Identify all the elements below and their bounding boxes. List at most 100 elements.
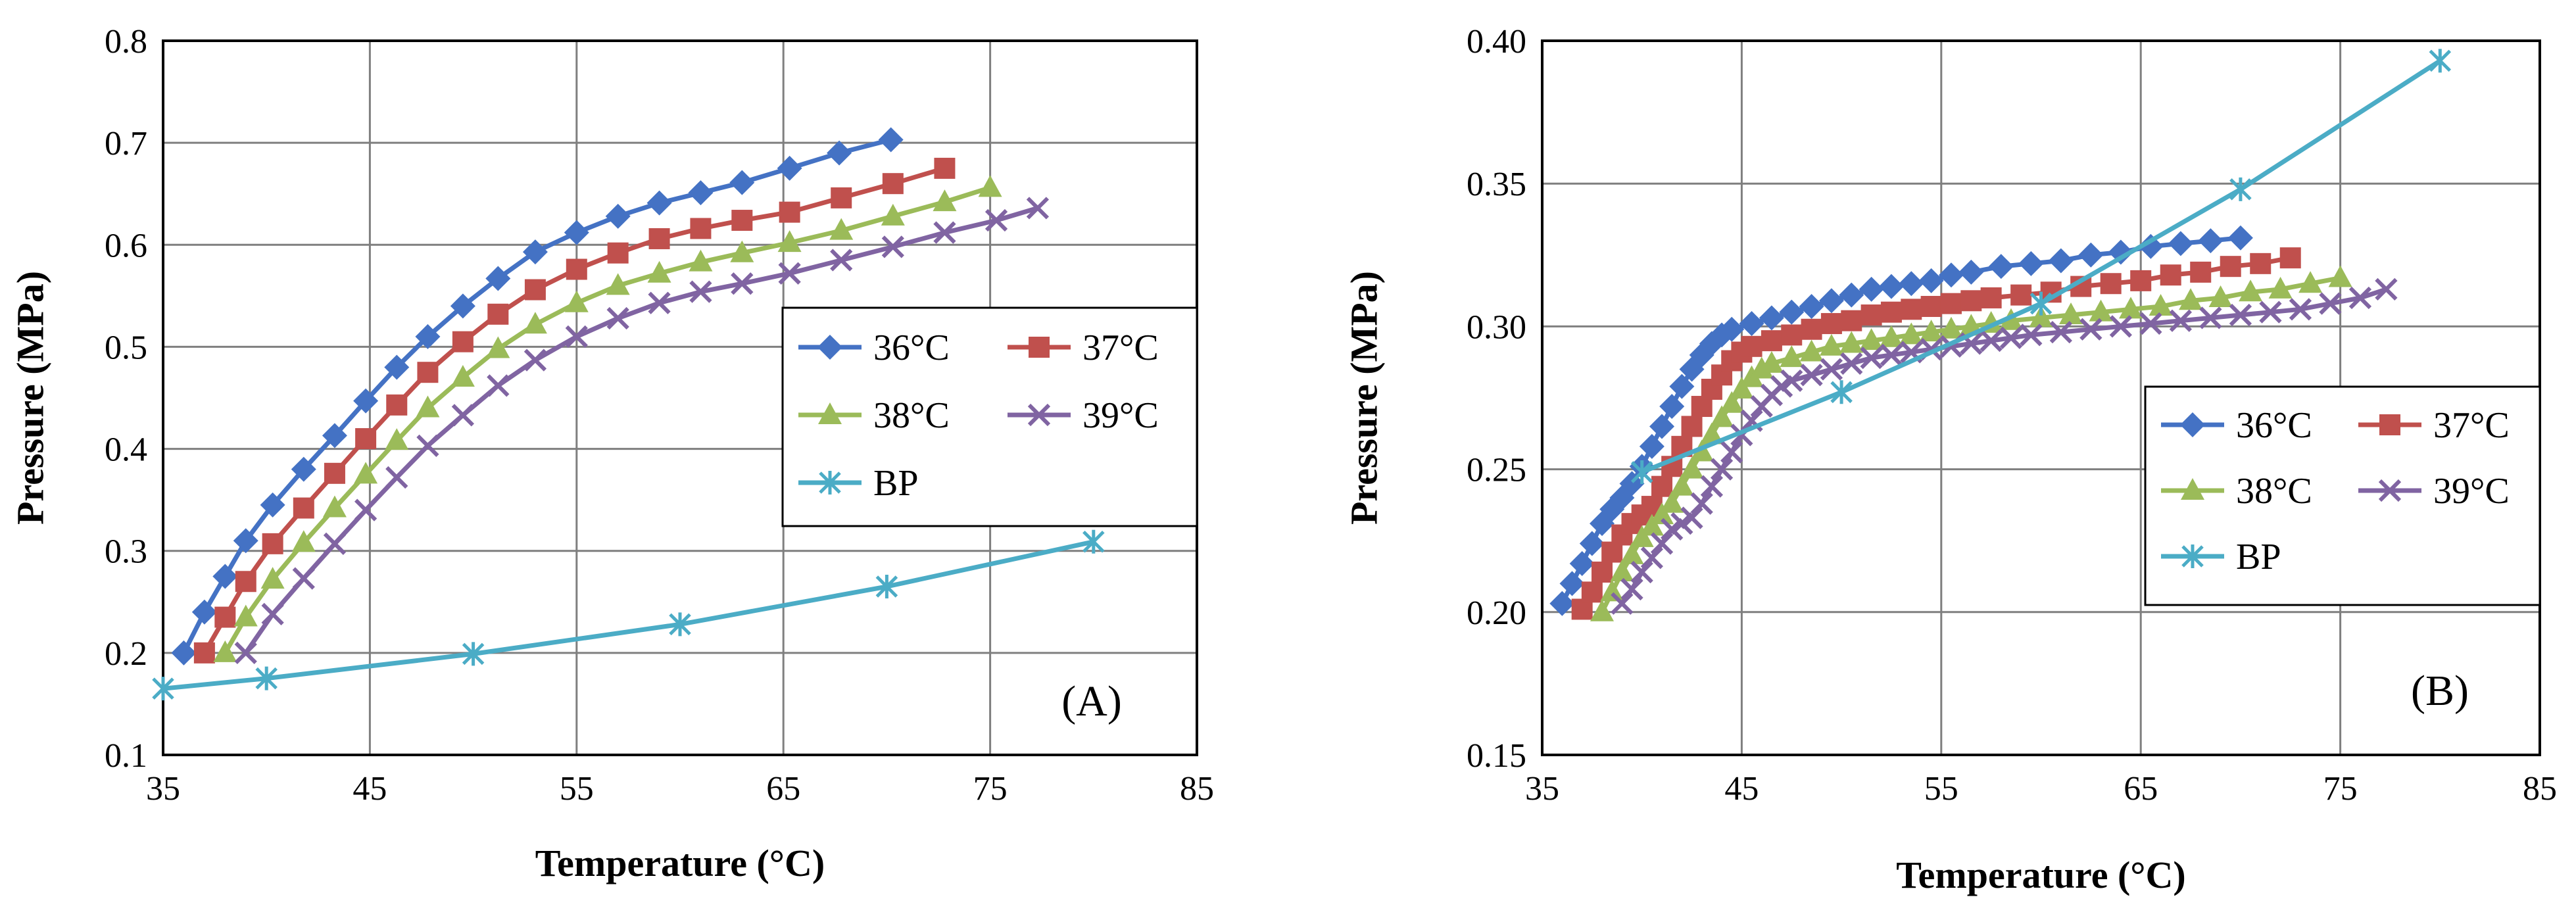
data-point bbox=[255, 666, 278, 690]
data-point bbox=[1859, 328, 1883, 350]
data-point bbox=[260, 567, 285, 589]
data-point bbox=[1880, 343, 1903, 366]
data-point bbox=[293, 497, 314, 519]
data-point bbox=[213, 640, 237, 662]
data-point bbox=[984, 208, 1008, 232]
data-point bbox=[1839, 331, 1864, 353]
data-point bbox=[1600, 579, 1624, 602]
data-point bbox=[564, 220, 589, 245]
data-point bbox=[1681, 416, 1703, 437]
series-36c bbox=[171, 127, 904, 665]
data-point bbox=[1719, 316, 1745, 342]
data-point bbox=[354, 462, 378, 484]
data-point bbox=[2119, 297, 2143, 319]
chart-panel-b: 35 45 55 65 75 85 0.15 0.20 0.25 0.30 0.35 0.40 Temp… bbox=[1342, 23, 2557, 896]
legend-marker bbox=[1027, 403, 1051, 427]
data-point bbox=[486, 336, 510, 358]
data-point bbox=[1710, 458, 1734, 481]
legend-marker bbox=[2181, 478, 2204, 500]
data-point bbox=[1700, 475, 1724, 498]
y-axis-title: Pressure (MPa) bbox=[1342, 271, 1385, 525]
y-tick-label: 0.30 bbox=[1467, 308, 1526, 346]
data-point bbox=[450, 293, 475, 319]
data-point bbox=[2089, 299, 2113, 322]
data-point bbox=[1650, 532, 1674, 555]
data-point bbox=[1761, 330, 1782, 352]
data-point bbox=[2268, 276, 2293, 299]
data-point bbox=[191, 599, 217, 625]
data-point bbox=[1839, 282, 1864, 308]
data-point bbox=[1659, 394, 1685, 420]
data-point bbox=[2010, 284, 2032, 306]
data-point bbox=[450, 364, 475, 387]
data-point bbox=[1690, 492, 1713, 515]
data-point bbox=[2139, 312, 2162, 335]
data-point bbox=[2100, 273, 2122, 295]
data-point bbox=[881, 203, 905, 226]
x-axis-title: Temperature (°C) bbox=[1896, 854, 2185, 896]
data-point bbox=[1918, 268, 1944, 293]
data-point bbox=[234, 641, 257, 664]
y-axis-title: Pressure (MPa) bbox=[9, 271, 51, 525]
data-point bbox=[2429, 49, 2452, 73]
x-tick-label: 55 bbox=[560, 770, 594, 808]
data-point bbox=[2020, 324, 2043, 347]
data-point bbox=[1878, 274, 1904, 299]
legend-item-bp: BP bbox=[2161, 537, 2281, 577]
data-point bbox=[1919, 320, 1943, 342]
x-tick-label: 75 bbox=[973, 770, 1008, 808]
data-point bbox=[1592, 561, 1613, 583]
data-point bbox=[731, 272, 754, 295]
data-point bbox=[385, 466, 408, 489]
chart-panel-a: 35 45 55 65 75 85 0.1 0.2 0.3 0.4 0.5 0.6 0.7 0.8 Temp… bbox=[9, 23, 1214, 884]
data-point bbox=[1741, 335, 1762, 357]
data-point bbox=[2319, 292, 2342, 315]
data-point bbox=[2149, 293, 2173, 316]
data-point bbox=[214, 606, 236, 628]
y-tick-label: 0.35 bbox=[1467, 166, 1526, 203]
data-point bbox=[2220, 256, 2241, 278]
data-point bbox=[777, 155, 802, 181]
data-point bbox=[933, 221, 956, 244]
legend-item-39c: 39°C bbox=[2358, 471, 2510, 512]
data-point bbox=[1780, 369, 1803, 393]
data-point bbox=[2298, 271, 2323, 293]
data-point bbox=[669, 612, 691, 637]
data-point bbox=[262, 533, 283, 554]
y-tick-label: 0.8 bbox=[105, 23, 147, 60]
data-point bbox=[1549, 591, 1575, 616]
legend-marker bbox=[2180, 412, 2205, 437]
data-point bbox=[1680, 456, 1704, 479]
data-point bbox=[1581, 581, 1603, 603]
y-tick-label: 0.2 bbox=[105, 635, 147, 673]
data-point bbox=[1880, 301, 1902, 323]
data-point bbox=[1630, 560, 1653, 584]
data-point bbox=[417, 362, 439, 383]
data-point bbox=[1899, 271, 1924, 297]
legend-item-39c: 39°C bbox=[1008, 395, 1159, 436]
data-point bbox=[831, 187, 852, 208]
data-point bbox=[485, 266, 511, 291]
data-point bbox=[171, 640, 197, 665]
series-37c bbox=[193, 157, 956, 664]
data-point bbox=[2239, 279, 2263, 302]
data-point bbox=[1781, 324, 1803, 346]
y-tick-label: 0.1 bbox=[105, 737, 147, 775]
legend-label: BP bbox=[873, 463, 919, 504]
legend-label: 38°C bbox=[873, 395, 950, 436]
data-point bbox=[881, 235, 904, 258]
legend-label: 37°C bbox=[2433, 405, 2510, 446]
data-point bbox=[2138, 233, 2164, 259]
y-tick-label: 0.5 bbox=[105, 329, 147, 366]
series-39c bbox=[234, 197, 1050, 664]
data-point bbox=[385, 428, 409, 450]
series-bp bbox=[1630, 49, 2452, 484]
data-point bbox=[1800, 364, 1823, 387]
data-point bbox=[487, 374, 510, 397]
legend-marker bbox=[1029, 337, 1050, 358]
data-point bbox=[1569, 550, 1595, 576]
data-point bbox=[2229, 303, 2252, 327]
legend-marker bbox=[2379, 414, 2400, 435]
data-point bbox=[524, 279, 546, 301]
